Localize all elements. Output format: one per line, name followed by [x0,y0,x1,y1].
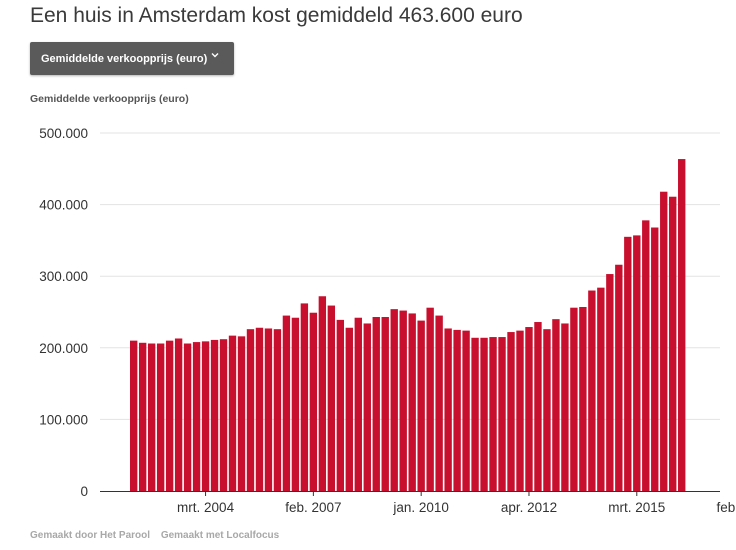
x-tick-label: apr. 2012 [501,500,557,515]
bar[interactable] [534,322,542,491]
bar[interactable] [444,328,452,491]
bar[interactable] [633,235,641,491]
bar[interactable] [273,329,282,491]
y-tick-label: 200.000 [39,341,88,356]
bar[interactable] [660,191,668,491]
bar[interactable] [606,274,614,491]
bar[interactable] [570,307,578,491]
bar[interactable] [201,341,210,491]
bar[interactable] [309,312,318,491]
bar[interactable] [354,317,362,491]
bar[interactable] [291,317,300,491]
chevron-down-icon [211,53,219,58]
bar[interactable] [192,342,201,491]
bar[interactable] [210,339,219,491]
bar[interactable] [579,306,587,491]
bar[interactable] [588,290,596,491]
bar[interactable] [130,340,138,491]
chart-title: Een huis in Amsterdam kost gemiddeld 463… [30,4,523,27]
x-tick-label: mrt. 2015 [608,500,665,515]
bar[interactable] [345,327,353,491]
bar[interactable] [237,336,246,491]
bar[interactable] [543,329,551,491]
bar[interactable] [300,303,309,491]
bar[interactable] [156,343,165,492]
bar[interactable] [552,319,560,491]
bar[interactable] [435,315,443,491]
bar[interactable] [327,305,336,491]
y-tick-label: 100.000 [39,412,88,427]
bar[interactable] [363,323,371,491]
credit-het-parool[interactable]: Gemaakt door Het Parool [30,530,151,541]
bar[interactable] [417,320,425,491]
bar[interactable] [147,343,156,492]
y-tick-label: 0 [80,484,88,499]
bar[interactable] [381,317,389,491]
y-tick-label: 500.000 [39,126,88,141]
bar[interactable] [336,319,345,491]
bar[interactable] [372,317,380,491]
bar[interactable] [642,220,650,491]
credit-localfocus[interactable]: Gemaakt met Localfocus [160,530,280,541]
bar[interactable] [255,327,264,491]
bar[interactable] [246,329,255,491]
bar[interactable] [489,337,497,491]
bar[interactable] [597,287,605,491]
bar[interactable] [318,296,327,491]
bar[interactable] [228,335,237,491]
y-tick-label: 300.000 [39,269,88,284]
bars [130,159,686,492]
bar[interactable] [624,236,632,491]
bar[interactable] [471,337,479,491]
metric-dropdown[interactable]: Gemiddelde verkoopprijs (euro) [30,42,234,75]
bar[interactable] [264,328,273,491]
bar[interactable] [516,330,524,491]
bar[interactable] [138,342,147,491]
bar[interactable] [498,337,506,491]
x-axis-ticks: mrt. 2004 feb. 2007 jan. 2010 apr. 2012 mrt.… [177,491,736,515]
bar[interactable] [165,340,174,491]
x-tick-label: feb. 2018 [716,500,736,515]
bar[interactable] [183,343,192,492]
bar[interactable] [408,313,416,491]
bar[interactable] [669,196,677,491]
bar[interactable] [282,315,291,491]
bar[interactable] [426,307,434,491]
dropdown-selected-label: Gemiddelde verkoopprijs (euro) [41,52,208,65]
bar[interactable] [399,310,407,491]
bar[interactable] [462,330,470,491]
bar[interactable] [525,327,533,491]
bar[interactable] [678,159,686,491]
bar[interactable] [390,309,398,491]
x-tick-label: jan. 2010 [392,500,449,515]
bar[interactable] [651,227,659,491]
y-axis-label: Gemiddelde verkoopprijs (euro) [30,93,189,105]
bar[interactable] [507,332,515,491]
bar[interactable] [480,337,488,491]
footer: Gemaakt door Het Parool Gemaakt met Loca… [30,530,287,541]
bar[interactable] [561,323,569,491]
bar[interactable] [174,338,183,491]
y-tick-label: 400.000 [39,198,88,213]
bar[interactable] [219,339,228,491]
x-tick-label: mrt. 2004 [177,500,235,515]
bar[interactable] [453,329,461,491]
x-tick-label: feb. 2007 [285,500,341,515]
bar[interactable] [615,264,623,491]
